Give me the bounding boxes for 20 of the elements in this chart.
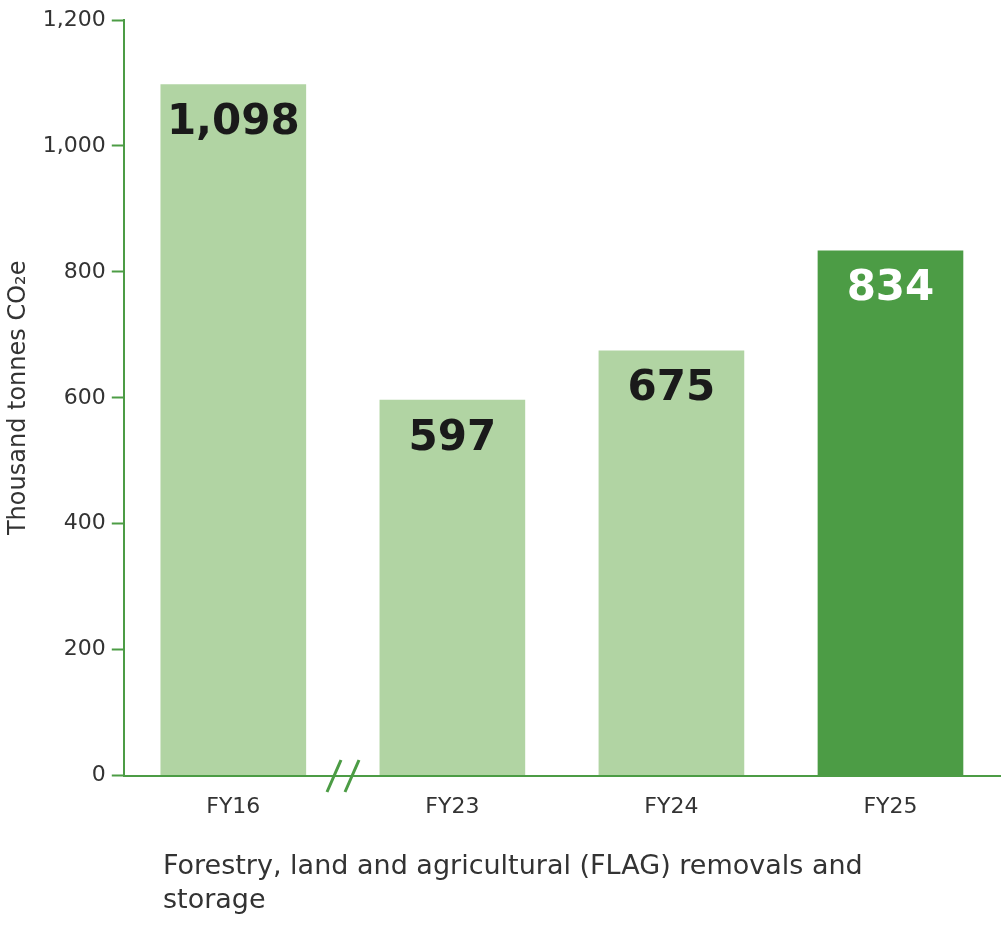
y-tick-label: 1,200: [42, 5, 106, 31]
data-label: 834: [846, 261, 935, 311]
y-tick-label: 1,000: [42, 131, 106, 157]
x-tick-label: FY24: [644, 792, 699, 818]
y-tick-label: 0: [91, 761, 106, 787]
x-tick-label: FY16: [206, 792, 261, 818]
bar: [598, 350, 745, 776]
x-tick-label: FY23: [425, 792, 480, 818]
x-tick-label: FY25: [863, 792, 918, 818]
y-tick-label: 800: [63, 257, 106, 283]
y-axis-title: Thousand tonnes CO₂e: [2, 260, 31, 537]
data-label: 597: [408, 410, 497, 460]
data-label: 1,098: [166, 95, 300, 145]
data-label: 675: [627, 361, 716, 411]
bar: [379, 399, 526, 776]
x-axis-title: Forestry, land and agricultural (FLAG) removals and storage: [163, 848, 864, 916]
bar: [160, 84, 307, 776]
y-tick-label: 600: [63, 383, 106, 409]
y-tick-label: 400: [63, 509, 106, 535]
y-tick-label: 200: [63, 635, 106, 661]
